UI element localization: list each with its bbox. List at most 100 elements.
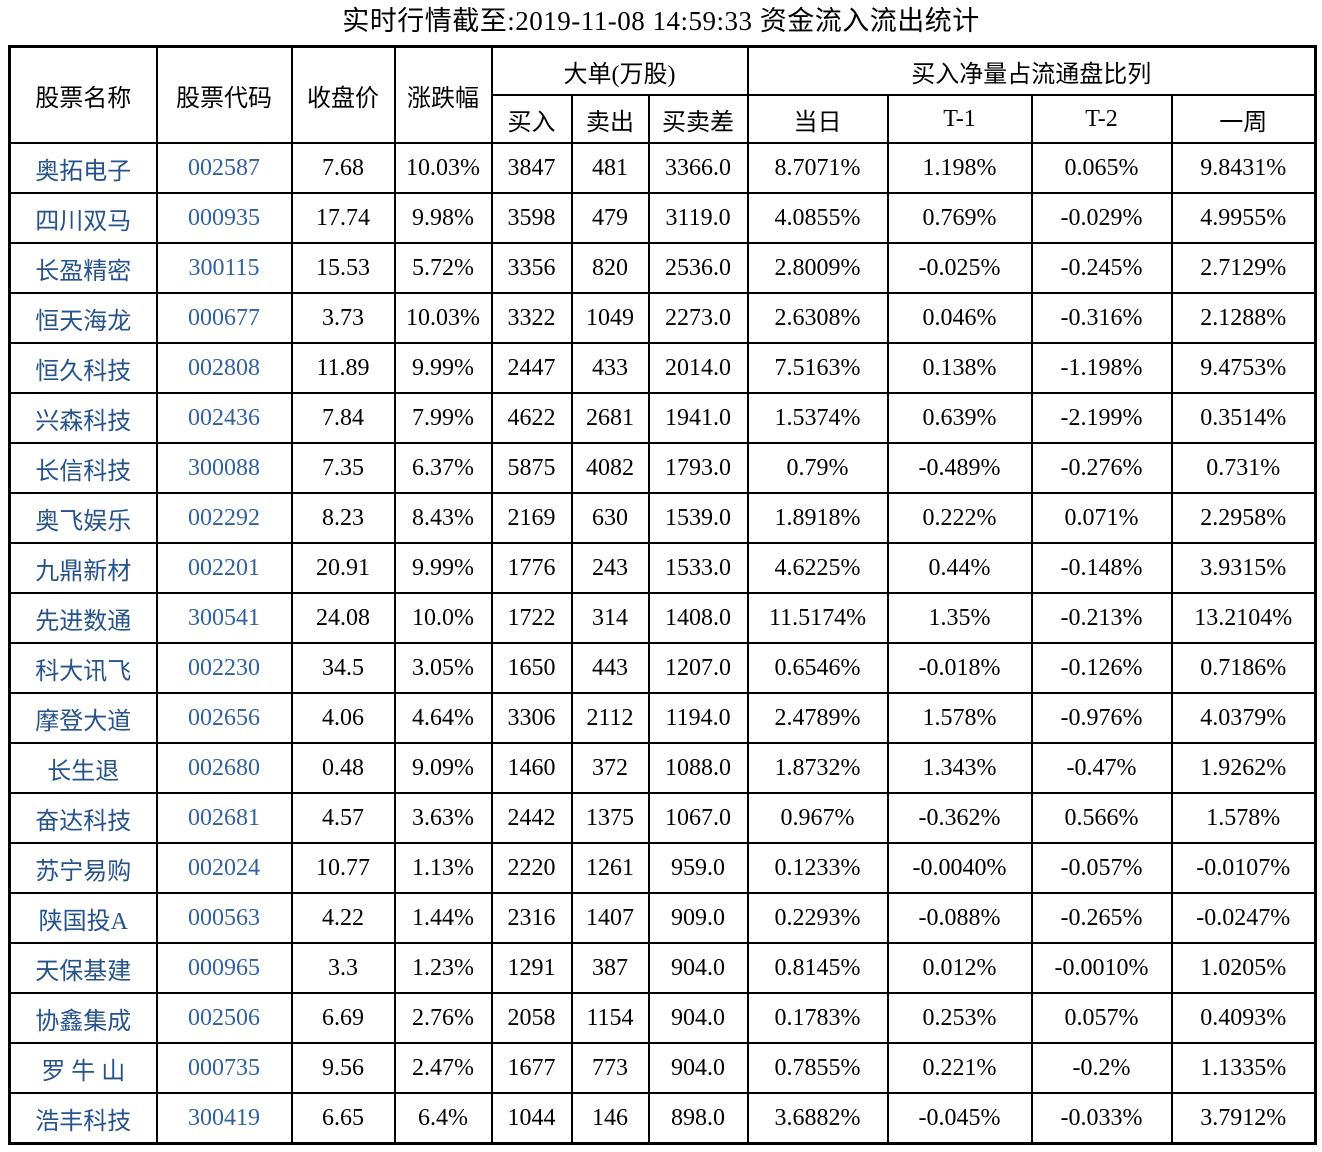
cell-buy-sell-diff: 904.0 bbox=[647, 992, 749, 1044]
cell-stock-code: 002024 bbox=[155, 842, 293, 894]
table-header: 股票名称 股票代码 收盘价 涨跌幅 大单(万股) 买入净量占流通盘比列 买入 卖… bbox=[8, 45, 1317, 144]
cell-close-price: 4.57 bbox=[290, 792, 396, 844]
cell-stock-name: 兴森科技 bbox=[8, 392, 158, 444]
cell-buy: 3322 bbox=[490, 292, 573, 344]
cell-close-price: 7.84 bbox=[290, 392, 396, 444]
cell-sell: 443 bbox=[570, 642, 650, 694]
cell-sell: 481 bbox=[570, 142, 650, 194]
cell-t2-ratio: -0.245% bbox=[1030, 242, 1173, 294]
cell-sell: 630 bbox=[570, 492, 650, 544]
cell-stock-code: 002808 bbox=[155, 342, 293, 394]
cell-t2-ratio: -0.126% bbox=[1030, 642, 1173, 694]
cell-t2-ratio: -0.976% bbox=[1030, 692, 1173, 744]
cell-stock-name: 奋达科技 bbox=[8, 792, 158, 844]
cell-t2-ratio: -0.033% bbox=[1030, 1092, 1173, 1145]
header-row-sub: 买入 卖出 买卖差 当日 T-1 T-2 一周 bbox=[10, 94, 1317, 144]
cell-t2-ratio: -1.198% bbox=[1030, 342, 1173, 394]
cell-close-price: 4.06 bbox=[290, 692, 396, 744]
cell-change-pct: 6.4% bbox=[393, 1092, 493, 1145]
cell-buy: 1460 bbox=[490, 742, 573, 794]
cell-t1-ratio: -0.025% bbox=[886, 242, 1033, 294]
cell-change-pct: 1.44% bbox=[393, 892, 493, 944]
table-row: 苏宁易购 002024 10.77 1.13% 2220 1261 959.0 0.1233%… bbox=[8, 842, 1317, 894]
cell-change-pct: 6.37% bbox=[393, 442, 493, 494]
cell-t1-ratio: 1.343% bbox=[886, 742, 1033, 794]
cell-day-ratio: 4.0855% bbox=[746, 192, 889, 244]
cell-buy: 1291 bbox=[490, 942, 573, 994]
cell-buy-sell-diff: 1194.0 bbox=[647, 692, 749, 744]
table-row: 天保基建 000965 3.3 1.23% 1291 387 904.0 0.8145% 0.0… bbox=[8, 942, 1317, 994]
cell-t2-ratio: -0.47% bbox=[1030, 742, 1173, 794]
cell-t1-ratio: -0.362% bbox=[886, 792, 1033, 844]
cell-change-pct: 9.99% bbox=[393, 342, 493, 394]
cell-buy-sell-diff: 909.0 bbox=[647, 892, 749, 944]
cell-week-ratio: 0.3514% bbox=[1170, 392, 1317, 444]
cell-stock-code: 300115 bbox=[155, 242, 293, 294]
cell-week-ratio: 0.731% bbox=[1170, 442, 1317, 494]
cell-day-ratio: 7.5163% bbox=[746, 342, 889, 394]
cell-buy-sell-diff: 1088.0 bbox=[647, 742, 749, 794]
cell-t2-ratio: 0.065% bbox=[1030, 142, 1173, 194]
cell-stock-code: 300541 bbox=[155, 592, 293, 644]
cell-change-pct: 3.63% bbox=[393, 792, 493, 844]
cell-stock-name: 天保基建 bbox=[8, 942, 158, 994]
cell-t1-ratio: 0.046% bbox=[886, 292, 1033, 344]
column-header-change-pct: 涨跌幅 bbox=[393, 45, 493, 144]
cell-t1-ratio: -0.0040% bbox=[886, 842, 1033, 894]
cell-sell: 372 bbox=[570, 742, 650, 794]
column-header-week: 一周 bbox=[1170, 94, 1317, 144]
cell-week-ratio: 2.1288% bbox=[1170, 292, 1317, 344]
cell-day-ratio: 2.8009% bbox=[746, 242, 889, 294]
cell-stock-name: 罗 牛 山 bbox=[8, 1042, 158, 1094]
cell-sell: 146 bbox=[570, 1092, 650, 1145]
cell-week-ratio: 9.8431% bbox=[1170, 142, 1317, 194]
cell-close-price: 6.65 bbox=[290, 1092, 396, 1145]
cell-sell: 387 bbox=[570, 942, 650, 994]
cell-close-price: 6.69 bbox=[290, 992, 396, 1044]
cell-change-pct: 2.47% bbox=[393, 1042, 493, 1094]
column-header-stock-name: 股票名称 bbox=[8, 45, 158, 144]
table-row: 先进数通 300541 24.08 10.0% 1722 314 1408.0 11.5174… bbox=[8, 592, 1317, 644]
cell-change-pct: 1.23% bbox=[393, 942, 493, 994]
group-header-net-buy-ratio: 买入净量占流通盘比列 bbox=[746, 45, 1317, 96]
cell-sell: 479 bbox=[570, 192, 650, 244]
cell-buy: 1677 bbox=[490, 1042, 573, 1094]
column-header-t1: T-1 bbox=[886, 94, 1033, 144]
cell-stock-name: 四川双马 bbox=[8, 192, 158, 244]
stock-table-body: 奥拓电子 002587 7.68 10.03% 3847 481 3366.0 8.7071%… bbox=[8, 142, 1317, 1145]
cell-sell: 1407 bbox=[570, 892, 650, 944]
cell-stock-code: 002506 bbox=[155, 992, 293, 1044]
cell-buy-sell-diff: 959.0 bbox=[647, 842, 749, 894]
cell-stock-code: 002201 bbox=[155, 542, 293, 594]
cell-buy: 1650 bbox=[490, 642, 573, 694]
cell-week-ratio: 2.2958% bbox=[1170, 492, 1317, 544]
table-row: 协鑫集成 002506 6.69 2.76% 2058 1154 904.0 0.1783% 0… bbox=[8, 992, 1317, 1044]
cell-t2-ratio: -0.148% bbox=[1030, 542, 1173, 594]
cell-sell: 1375 bbox=[570, 792, 650, 844]
cell-buy-sell-diff: 1793.0 bbox=[647, 442, 749, 494]
cell-t2-ratio: 0.566% bbox=[1030, 792, 1173, 844]
cell-close-price: 24.08 bbox=[290, 592, 396, 644]
table-row: 长信科技 300088 7.35 6.37% 5875 4082 1793.0 0.79% -0… bbox=[8, 442, 1317, 494]
cell-change-pct: 8.43% bbox=[393, 492, 493, 544]
page-title: 实时行情截至:2019-11-08 14:59:33 资金流入流出统计 bbox=[342, 6, 980, 36]
cell-close-price: 0.48 bbox=[290, 742, 396, 794]
column-header-sell: 卖出 bbox=[570, 94, 650, 144]
cell-close-price: 7.35 bbox=[290, 442, 396, 494]
cell-close-price: 10.77 bbox=[290, 842, 396, 894]
cell-buy-sell-diff: 1533.0 bbox=[647, 542, 749, 594]
cell-week-ratio: 4.9955% bbox=[1170, 192, 1317, 244]
cell-buy-sell-diff: 904.0 bbox=[647, 942, 749, 994]
cell-t1-ratio: 0.639% bbox=[886, 392, 1033, 444]
cell-change-pct: 9.09% bbox=[393, 742, 493, 794]
cell-stock-name: 陕国投A bbox=[8, 892, 158, 944]
table-row: 陕国投A 000563 4.22 1.44% 2316 1407 909.0 0.2293% -… bbox=[8, 892, 1317, 944]
cell-stock-code: 002230 bbox=[155, 642, 293, 694]
table-row: 恒天海龙 000677 3.73 10.03% 3322 1049 2273.0 2.6308… bbox=[8, 292, 1317, 344]
cell-buy-sell-diff: 2273.0 bbox=[647, 292, 749, 344]
cell-day-ratio: 0.1233% bbox=[746, 842, 889, 894]
cell-change-pct: 9.98% bbox=[393, 192, 493, 244]
table-row: 奋达科技 002681 4.57 3.63% 2442 1375 1067.0 0.967% -… bbox=[8, 792, 1317, 844]
cell-stock-code: 000677 bbox=[155, 292, 293, 344]
cell-buy-sell-diff: 1941.0 bbox=[647, 392, 749, 444]
